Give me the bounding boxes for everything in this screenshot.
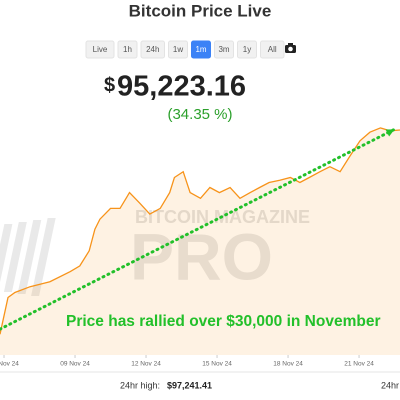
title: Bitcoin Price Live xyxy=(129,1,272,20)
x-tick-label: 12 Nov 24 xyxy=(131,361,161,368)
range-button[interactable]: 1w xyxy=(168,40,188,59)
watermark-text: PRO xyxy=(130,219,273,293)
plot: BITCOIN MAGAZINEPROPrice has rallied ove… xyxy=(0,127,400,356)
x-tick-label: 09 Nov 24 xyxy=(60,361,90,368)
button-bg[interactable] xyxy=(117,40,138,59)
range-button[interactable]: 1y xyxy=(237,40,257,59)
range-buttons: Live 1h 24h 1w 1m 3m 1y All xyxy=(85,40,285,59)
camera-icon[interactable] xyxy=(285,43,296,53)
x-tick-label: 15 Nov 24 xyxy=(202,361,232,368)
currency-sign: $ xyxy=(104,74,115,96)
range-button[interactable]: 24h xyxy=(140,40,165,59)
high-value: $97,241.41 xyxy=(167,380,212,390)
button-label[interactable]: 3m xyxy=(218,45,229,54)
range-button[interactable]: All xyxy=(260,40,285,59)
x-tick-label: 21 Nov 24 xyxy=(344,361,374,368)
high-label: 24hr high: xyxy=(120,380,160,390)
range-button[interactable]: 1m xyxy=(191,40,211,59)
trend-arrowhead xyxy=(385,129,395,137)
price: 95,223.16 xyxy=(117,71,246,103)
button-bg[interactable] xyxy=(260,40,285,59)
button-label[interactable]: 1h xyxy=(123,45,132,54)
x-tick-label: 18 Nov 24 xyxy=(273,361,303,368)
button-bg[interactable] xyxy=(85,40,115,59)
button-bg[interactable] xyxy=(191,40,211,59)
button-label[interactable]: 24h xyxy=(146,45,159,54)
area xyxy=(0,127,400,356)
button-bg[interactable] xyxy=(168,40,188,59)
x-tick-label: 06 Nov 24 xyxy=(0,361,19,368)
price-change: (34.35 %) xyxy=(167,106,232,123)
range-button[interactable]: 3m xyxy=(214,40,234,59)
button-label[interactable]: 1m xyxy=(195,45,206,54)
button-bg[interactable] xyxy=(237,40,257,59)
price-line xyxy=(0,127,400,335)
button-bg[interactable] xyxy=(140,40,165,59)
button-label[interactable]: Live xyxy=(93,45,108,54)
button-label[interactable]: All xyxy=(268,45,277,54)
range-button[interactable]: 1h xyxy=(117,40,138,59)
button-label[interactable]: 1y xyxy=(243,45,251,54)
watermark-stripe xyxy=(17,220,42,294)
trend-line xyxy=(0,127,397,331)
annotation: Price has rallied over $30,000 in Novemb… xyxy=(66,313,380,330)
watermark-stripe xyxy=(0,224,13,290)
watermark-stripe xyxy=(31,218,56,296)
button-bg[interactable] xyxy=(214,40,234,59)
button-label[interactable]: 1w xyxy=(173,45,183,54)
range-button[interactable]: Live xyxy=(85,40,115,59)
low-label-fragment: 24hr xyxy=(381,380,399,390)
watermark-stripe xyxy=(3,222,27,292)
